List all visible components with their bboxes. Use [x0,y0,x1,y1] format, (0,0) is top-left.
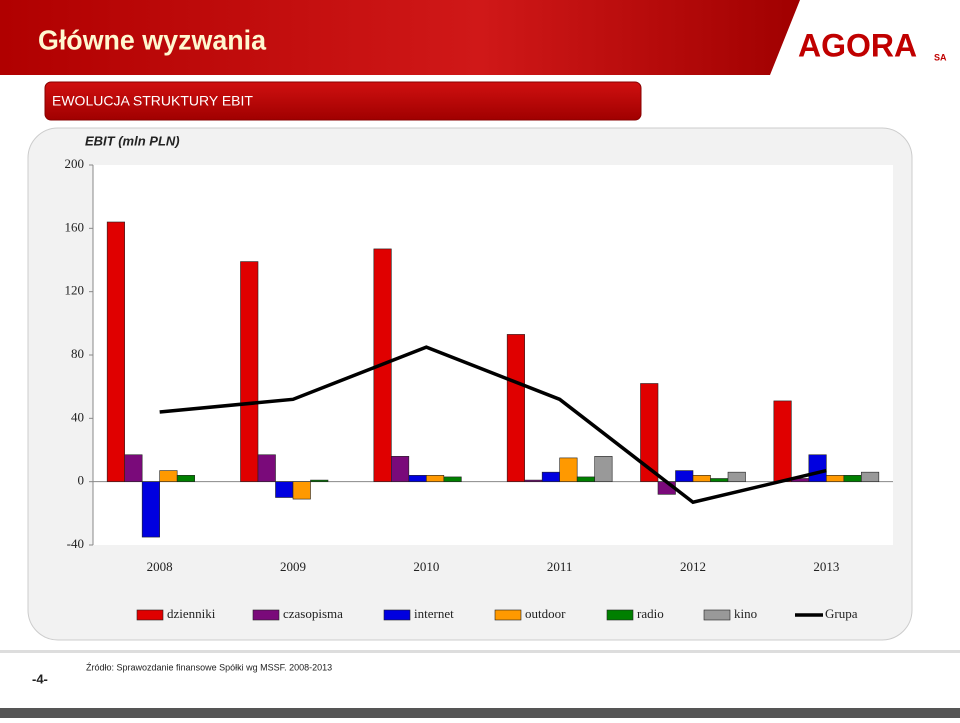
footer-rule [0,650,960,653]
bar [176,475,195,482]
bar [124,454,143,482]
bar [675,470,694,482]
legend-label: internet [414,606,454,621]
x-tick-label: 2012 [680,559,706,574]
legend-swatch [252,609,280,621]
legend-label: radio [637,606,664,621]
legend-swatch [383,609,411,621]
legend-label: kino [734,606,757,621]
legend-swatch [494,609,522,621]
section-box [44,81,642,121]
legend-swatch [703,609,731,621]
page-number: -4- [32,671,48,686]
y-tick-label: 160 [65,219,85,234]
plot-area [93,165,893,545]
bar [292,481,311,500]
x-tick-label: 2013 [813,559,839,574]
header-banner [0,0,800,75]
logo-suffix: SA [934,52,947,62]
bar [541,471,560,482]
chart-title: EBIT (mln PLN) [85,133,180,148]
bar [808,454,827,482]
x-tick-label: 2011 [547,559,573,574]
bar [727,471,746,482]
bar [594,456,613,482]
legend-label: czasopisma [283,606,343,621]
legend-swatch [136,609,164,621]
legend-label: dzienniki [167,606,216,621]
bar [240,261,259,482]
source-note: Źródło: Sprawozdanie finansowe Spółki wg… [86,662,332,672]
bar [426,475,445,482]
legend-label: outdoor [525,606,566,621]
bar [710,478,729,482]
bar [275,481,294,498]
y-tick-label: 120 [65,283,85,298]
bar [506,334,525,482]
y-tick-label: 80 [71,346,84,361]
bar [773,400,792,482]
bar [692,475,711,482]
legend-swatch [606,609,634,621]
y-tick-label: -40 [67,536,84,551]
bar [524,479,543,482]
line-series [159,345,827,505]
x-tick-label: 2009 [280,559,306,574]
bar [408,475,427,482]
bar [257,454,276,482]
bar [826,475,845,482]
bar [559,457,578,482]
y-tick-label: 40 [71,409,84,424]
bar [576,476,595,482]
page-title: Główne wyzwania [38,24,266,55]
y-tick-label: 200 [65,156,85,171]
logo: AGORA [798,27,917,63]
x-tick-label: 2008 [147,559,173,574]
x-tick-label: 2010 [413,559,439,574]
y-tick-label: 0 [78,473,85,488]
bar [106,221,125,482]
bar [640,383,659,482]
bar [310,479,329,482]
bar [861,471,880,482]
section-title: EWOLUCJA STRUKTURY EBIT [52,93,253,109]
bar [391,456,410,482]
legend-label: Grupa [825,606,858,621]
bar [159,470,178,482]
bar [141,481,160,538]
footer-bar [0,708,960,718]
bar [443,476,462,482]
bar [843,475,862,482]
